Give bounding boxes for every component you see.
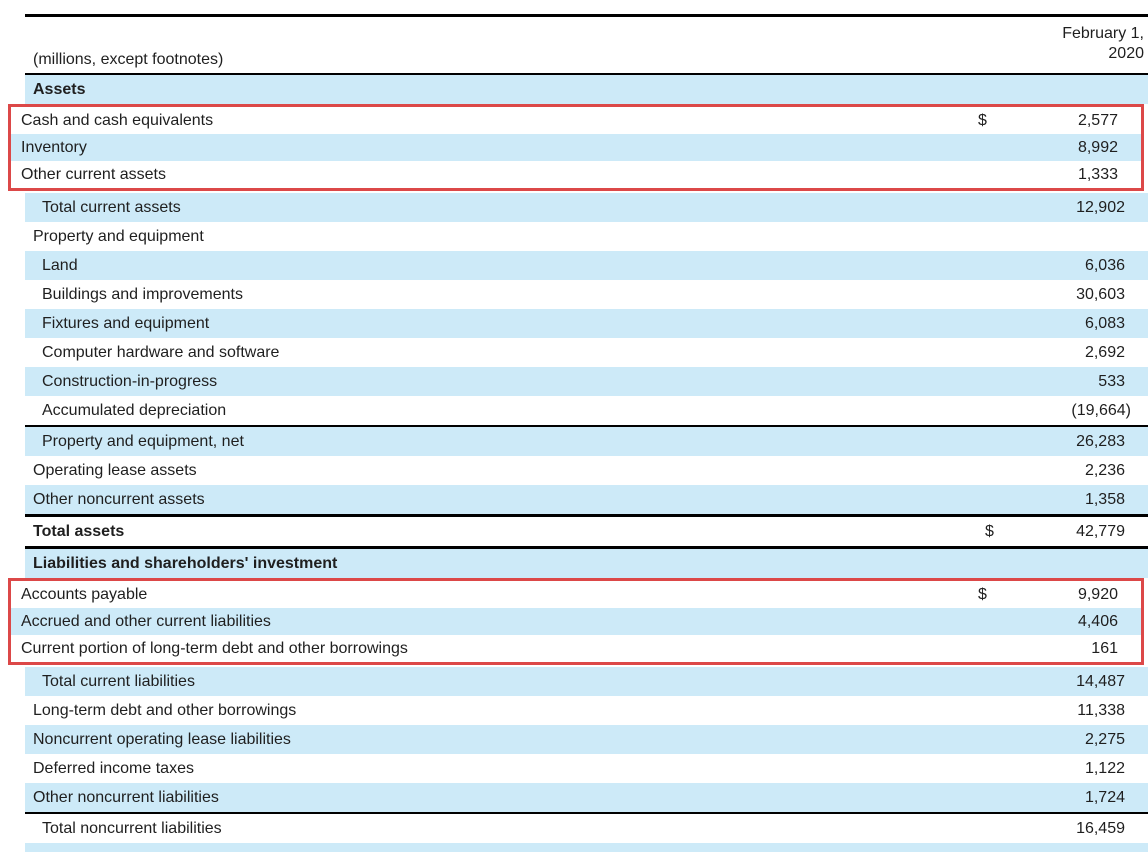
period-line2: 2020 [1108,45,1144,62]
row-construction-in-progress: Construction-in-progress 533 [25,367,1148,396]
row-value: 1,724 [1084,788,1125,806]
row-label: Noncurrent operating lease liabilities [33,730,291,748]
row-other-noncurrent-assets: Other noncurrent assets 1,358 [25,485,1148,514]
row-value: 11,338 [1077,701,1125,719]
row-label: Inventory [21,138,87,156]
period-header: February 1, 2020 [1062,24,1144,64]
row-label: Total current assets [42,198,181,216]
row-label: Long-term debt and other borrowings [33,701,297,719]
row-value: 1,122 [1084,759,1125,777]
total-assets-top-rule [25,514,1148,517]
row-label: Other current assets [21,165,166,183]
currency-symbol: $ [985,522,994,540]
row-other-noncurrent-liabilities: Other noncurrent liabilities 1,724 [25,783,1148,812]
row-label: Cash and cash equivalents [21,111,214,129]
row-value: 9,920 [1077,585,1118,603]
currency-symbol: $ [978,585,987,603]
row-assets-section: Assets [25,75,1148,104]
row-value: 533 [1098,372,1125,390]
row-value: 161 [1091,639,1118,657]
row-operating-lease-assets: Operating lease assets 2,236 [25,456,1148,485]
row-label: Liabilities and shareholders' investment [33,554,338,572]
row-label: Construction-in-progress [42,372,218,390]
row-accumulated-depreciation: Accumulated depreciation (19,664) [25,396,1148,425]
row-label: Total assets [33,522,125,540]
row-label: Assets [33,80,86,98]
row-accrued-and-other-current-liabilities: Accrued and other current liabilities 4,… [11,608,1141,635]
row-value: 2,577 [1077,111,1118,129]
row-value: 2,275 [1084,730,1125,748]
row-value: 2,236 [1084,461,1125,479]
row-current-portion-of-long-term-debt: Current portion of long-term debt and ot… [11,635,1141,662]
row-value: 1,333 [1077,165,1118,183]
clipped-next-row [25,843,1148,852]
row-label: Other noncurrent liabilities [33,788,219,806]
row-label: Total noncurrent liabilities [42,819,222,837]
row-land: Land 6,036 [25,251,1148,280]
row-other-current-assets: Other current assets 1,333 [11,161,1141,188]
row-accounts-payable: Accounts payable $ 9,920 [11,581,1141,608]
row-label: Deferred income taxes [33,759,194,777]
subtotal-rule-noncurrent-liabilities [25,812,1148,814]
row-value: 42,779 [1076,522,1125,540]
row-inventory: Inventory 8,992 [11,134,1141,161]
row-property-and-equipment-net: Property and equipment, net 26,283 [25,427,1148,456]
row-value: 4,406 [1077,612,1118,630]
row-label: Property and equipment, net [42,432,244,450]
row-cash-and-cash-equivalents: Cash and cash equivalents $ 2,577 [11,107,1141,134]
row-value: 6,083 [1084,314,1125,332]
row-property-and-equipment-section: Property and equipment [25,222,1148,251]
row-label: Computer hardware and software [42,343,280,361]
highlight-box-current-liabilities: Accounts payable $ 9,920 Accrued and oth… [8,578,1144,665]
row-total-current-assets: Total current assets 12,902 [25,193,1148,222]
total-assets-bottom-rule [25,546,1148,549]
row-liabilities-section: Liabilities and shareholders' investment [25,549,1148,578]
row-label: Operating lease assets [33,461,197,479]
period-line1: February 1, [1062,25,1144,42]
row-fixtures-and-equipment: Fixtures and equipment 6,083 [25,309,1148,338]
row-label: Property and equipment [33,227,204,245]
row-label: Accrued and other current liabilities [21,612,271,630]
row-value: 1,358 [1084,490,1125,508]
row-label: Fixtures and equipment [42,314,210,332]
row-value: 26,283 [1076,432,1125,450]
row-value: 14,487 [1076,672,1125,690]
row-value: 30,603 [1076,285,1125,303]
currency-symbol: $ [978,111,987,129]
units-label: (millions, except footnotes) [33,51,224,68]
table-header: February 1, 2020 (millions, except footn… [0,17,1148,73]
row-value: (19,664) [1071,401,1131,419]
row-buildings-and-improvements: Buildings and improvements 30,603 [25,280,1148,309]
row-label: Buildings and improvements [42,285,243,303]
row-computer-hardware-and-software: Computer hardware and software 2,692 [25,338,1148,367]
row-long-term-debt-and-other-borrowings: Long-term debt and other borrowings 11,3… [25,696,1148,725]
row-label: Other noncurrent assets [33,490,205,508]
row-label: Accumulated depreciation [42,401,227,419]
row-label: Accounts payable [21,585,148,603]
header-rule [25,73,1148,75]
row-value: 8,992 [1077,138,1118,156]
row-deferred-income-taxes: Deferred income taxes 1,122 [25,754,1148,783]
row-label: Current portion of long-term debt and ot… [21,639,408,657]
row-label: Total current liabilities [42,672,195,690]
row-label: Land [42,256,78,274]
highlight-box-current-assets: Cash and cash equivalents $ 2,577 Invent… [8,104,1144,191]
top-rule [25,14,1148,17]
row-value: 12,902 [1076,198,1125,216]
row-total-current-liabilities: Total current liabilities 14,487 [25,667,1148,696]
subtotal-rule-property [25,425,1148,427]
row-total-assets: Total assets $ 42,779 [25,517,1148,546]
row-value: 2,692 [1084,343,1125,361]
row-total-noncurrent-liabilities: Total noncurrent liabilities 16,459 [25,814,1148,843]
row-value: 16,459 [1076,819,1125,837]
row-noncurrent-operating-lease-liabilities: Noncurrent operating lease liabilities 2… [25,725,1148,754]
row-value: 6,036 [1084,256,1125,274]
